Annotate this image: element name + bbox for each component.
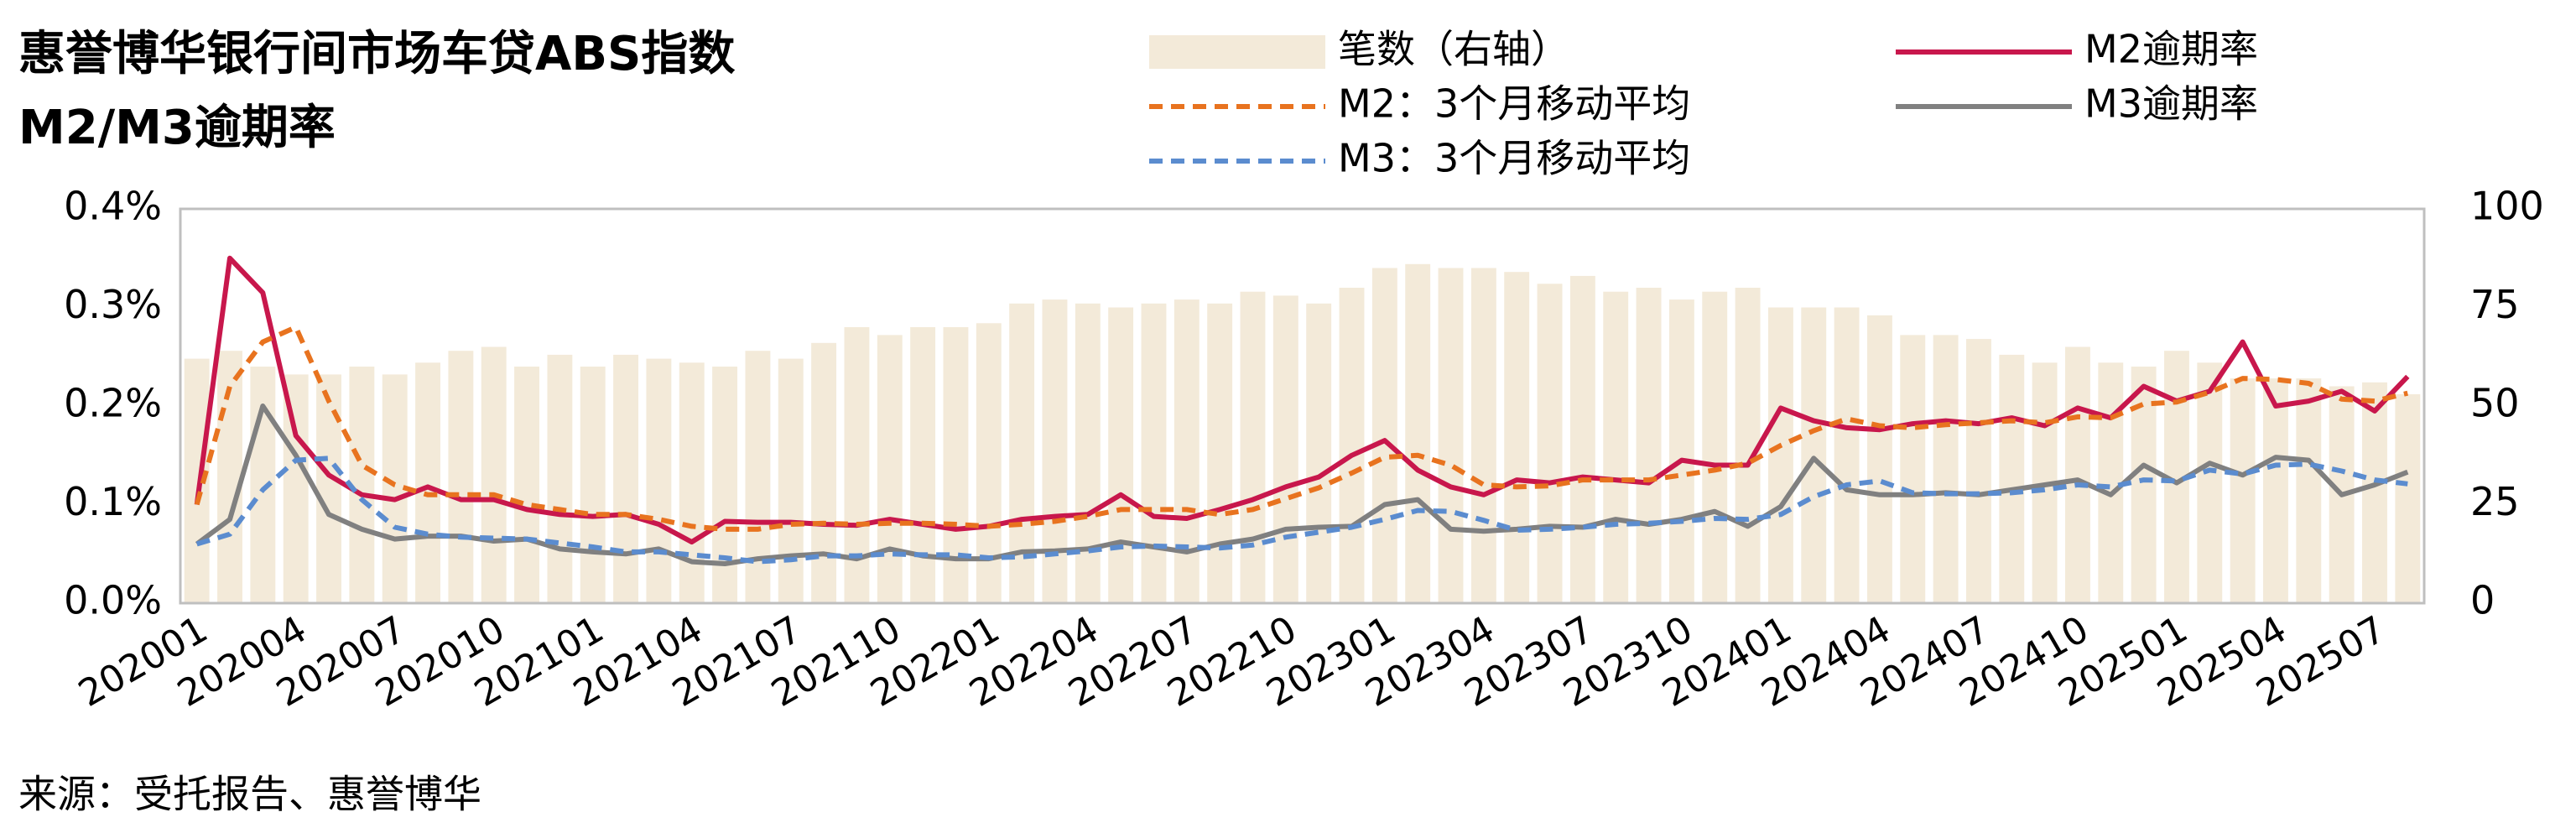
bar	[1702, 291, 1728, 603]
bar	[1537, 284, 1563, 603]
bar	[1999, 354, 2025, 603]
bar	[1866, 315, 1892, 603]
bar	[2065, 346, 2090, 603]
bar	[1801, 307, 1827, 603]
bar	[646, 358, 672, 603]
plot-frame	[179, 207, 2426, 605]
bar	[745, 351, 771, 603]
plot-area	[184, 255, 2421, 603]
y-tick-label: 0.1%	[64, 479, 162, 524]
legend-label: M2逾期率	[2084, 27, 2258, 72]
bar	[1636, 288, 1662, 603]
y-tick-label: 0.4%	[64, 184, 162, 229]
bar	[1603, 291, 1629, 603]
bar	[2263, 378, 2288, 603]
bar	[1767, 307, 1793, 603]
bar	[910, 327, 936, 603]
bar	[1207, 303, 1233, 603]
legend-label: M2：3个月移动平均	[1338, 81, 1690, 127]
bar	[1470, 268, 1496, 603]
bar	[547, 354, 573, 603]
bar	[778, 358, 804, 603]
bar	[2296, 378, 2322, 603]
y2-tick-label: 25	[2470, 479, 2520, 524]
bar	[1075, 303, 1101, 603]
chart-title: 惠誉博华银行间市场车贷ABS指数	[18, 27, 735, 81]
bar	[1668, 299, 1694, 603]
y-tick-label: 0.2%	[64, 381, 162, 426]
line-series	[195, 456, 2408, 565]
legend-label: 笔数（右轴）	[1338, 27, 1569, 72]
bar	[1108, 307, 1134, 603]
y-tick-label: 0.0%	[64, 578, 162, 623]
bar	[712, 367, 738, 603]
bar	[1306, 303, 1332, 603]
bar	[1339, 288, 1365, 603]
line-series	[194, 255, 2410, 545]
line-series	[194, 325, 2408, 532]
bar	[1834, 307, 1860, 603]
legend-swatch	[1149, 35, 1325, 69]
bar	[1174, 299, 1200, 603]
y2-tick-label: 75	[2470, 282, 2520, 327]
bar	[844, 327, 870, 603]
bar	[1438, 268, 1464, 603]
bar	[2197, 362, 2223, 603]
y2-tick-label: 50	[2470, 381, 2520, 426]
bar	[613, 354, 639, 603]
bar	[1965, 339, 1991, 603]
y2-tick-label: 100	[2470, 184, 2544, 229]
bar	[1405, 263, 1431, 603]
chart-title: M2/M3逾期率	[18, 101, 336, 155]
y-tick-label: 0.3%	[64, 282, 162, 327]
bar	[877, 335, 903, 603]
bar	[1042, 299, 1068, 603]
bar	[811, 342, 837, 603]
bar	[1735, 288, 1761, 603]
bar	[1933, 335, 1959, 603]
bar	[1569, 275, 1595, 603]
bar	[1371, 268, 1397, 603]
bar	[1272, 295, 1298, 603]
bar	[2230, 378, 2256, 603]
legend-label: M3逾期率	[2084, 81, 2258, 127]
bar	[349, 367, 375, 603]
bar	[1504, 272, 1530, 603]
bar	[481, 346, 507, 603]
line-series	[195, 403, 2409, 566]
bar	[283, 374, 309, 603]
bar	[415, 362, 440, 603]
bar	[1141, 303, 1167, 603]
bar	[448, 351, 474, 603]
bar	[2395, 393, 2421, 603]
legend-label: M3：3个月移动平均	[1338, 136, 1690, 181]
source-note: 来源：受托报告、惠誉博华	[18, 772, 481, 817]
bar	[316, 374, 341, 603]
bar	[679, 362, 705, 603]
y2-tick-label: 0	[2470, 578, 2495, 623]
bar	[580, 367, 606, 603]
bar	[1900, 335, 1926, 603]
bar	[2362, 382, 2387, 603]
bar	[943, 327, 969, 603]
bar	[1240, 291, 1266, 603]
bar	[514, 367, 539, 603]
